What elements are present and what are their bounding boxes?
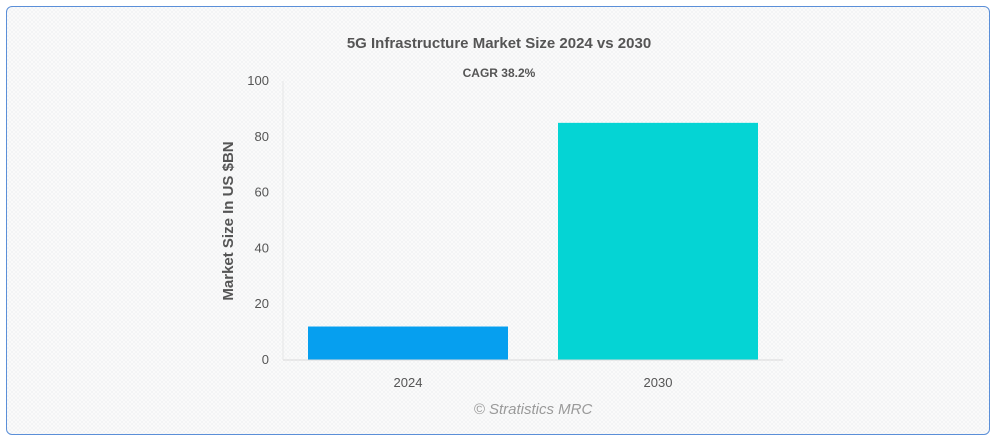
y-tick-label: 80 bbox=[255, 129, 269, 144]
y-tick-label: 60 bbox=[255, 185, 269, 200]
y-axis-label: Market Size In US $BN bbox=[220, 141, 237, 300]
x-tick-label: 2030 bbox=[644, 375, 673, 390]
chart-frame bbox=[6, 6, 990, 435]
y-tick-label: 20 bbox=[255, 296, 269, 311]
bar-2024 bbox=[308, 326, 508, 360]
x-tick-label: 2024 bbox=[394, 375, 423, 390]
y-tick-label: 40 bbox=[255, 240, 269, 255]
watermark: © Stratistics MRC bbox=[474, 401, 593, 418]
chart-title: 5G Infrastructure Market Size 2024 vs 20… bbox=[347, 35, 651, 52]
y-tick-label: 100 bbox=[247, 73, 269, 88]
chart-subtitle: CAGR 38.2% bbox=[463, 66, 536, 80]
y-tick-label: 0 bbox=[262, 352, 269, 367]
bar-2030 bbox=[558, 122, 758, 360]
